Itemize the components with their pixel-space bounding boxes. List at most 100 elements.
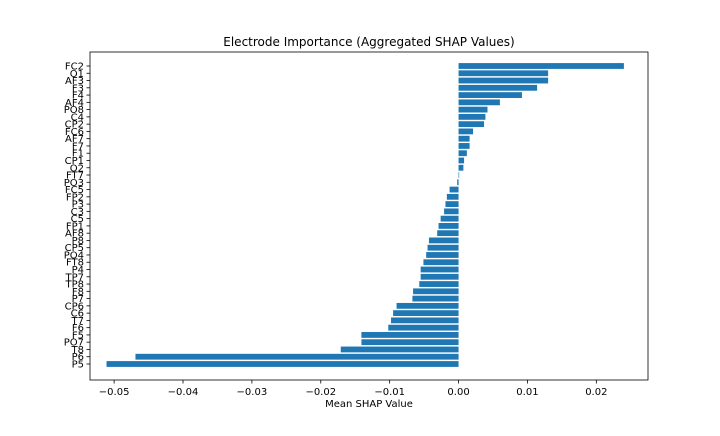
bar-t8 xyxy=(340,346,459,353)
bar-af4 xyxy=(458,99,500,106)
bar-po7 xyxy=(361,339,459,346)
y-tick-label-po3: PO3 xyxy=(64,178,84,189)
x-tick-label: −0.04 xyxy=(168,387,199,398)
plot-frame xyxy=(89,51,649,381)
y-tick-label-p5: P5 xyxy=(72,360,84,371)
bar-tp8 xyxy=(419,281,459,287)
y-tick-label-po4: PO4 xyxy=(64,250,84,261)
bar-ft8 xyxy=(423,259,459,266)
bar-fc2 xyxy=(458,63,624,69)
y-tick-label-f4: F4 xyxy=(72,91,84,102)
bar-p5 xyxy=(106,361,459,367)
y-tick-label-p6: P6 xyxy=(72,352,84,363)
bar-p4 xyxy=(420,266,459,273)
chart-title: Electrode Importance (Aggregated SHAP Va… xyxy=(223,35,514,49)
y-tick-label-cp2: CP2 xyxy=(65,120,84,131)
y-tick-label-t8: T8 xyxy=(71,345,84,356)
bar-f8 xyxy=(413,288,459,295)
y-tick-label-f5: F5 xyxy=(72,330,84,341)
bar-p3 xyxy=(445,201,459,207)
bar-tp7 xyxy=(420,273,459,280)
y-tick-label-po7: PO7 xyxy=(64,338,84,349)
y-tick-label-fp1: FP1 xyxy=(66,221,84,232)
y-tick-label-tp7: TP7 xyxy=(64,272,84,283)
y-tick-label-f3: F3 xyxy=(72,83,84,94)
y-tick-label-fc2: FC2 xyxy=(65,62,84,73)
y-tick-label-c5: C5 xyxy=(71,214,84,225)
bar-t7 xyxy=(391,317,459,324)
y-tick-label-c6: C6 xyxy=(71,309,84,320)
x-axis-title: Mean SHAP Value xyxy=(325,399,413,410)
y-tick-label-cp5: CP5 xyxy=(65,243,84,254)
y-tick-label-f1: F1 xyxy=(72,149,84,160)
bar-c5 xyxy=(440,215,459,222)
y-tick-label-p8: P8 xyxy=(72,236,84,247)
x-tick-label: −0.01 xyxy=(374,387,405,398)
bar-po8 xyxy=(458,106,488,113)
bar-p6 xyxy=(135,353,459,360)
y-tick-label-cp6: CP6 xyxy=(65,301,84,312)
bar-f5 xyxy=(361,332,459,338)
y-tick-label-af8: AF8 xyxy=(65,229,84,240)
y-tick-label-fc5: FC5 xyxy=(65,185,84,196)
y-tick-label-t7: T7 xyxy=(71,316,84,327)
bar-fp2 xyxy=(446,193,459,200)
y-tick-label-f7: F7 xyxy=(72,141,84,152)
bar-p8 xyxy=(428,237,459,244)
bar-af7 xyxy=(458,135,470,142)
bar-f1 xyxy=(458,150,467,157)
bar-o1 xyxy=(458,70,549,77)
y-tick-label-p4: P4 xyxy=(72,265,84,276)
bar-c6 xyxy=(393,310,459,317)
bar-f6 xyxy=(388,324,459,331)
y-tick-labels: FC2O1AF3F3F4AF4PO8C4CP2FC6AF7F7F1CP1O2FT… xyxy=(64,62,90,371)
bar-o2 xyxy=(458,164,464,171)
x-tick-label: −0.05 xyxy=(99,387,130,398)
bar-po3 xyxy=(457,179,459,186)
bar-cp2 xyxy=(458,121,485,128)
bar-af8 xyxy=(437,230,459,237)
x-ticks: −0.05 −0.04 −0.03 −0.02 −0.01 0.00 0.01 0.02 xyxy=(99,380,607,398)
x-tick-label: 0.00 xyxy=(447,387,469,398)
y-tick-label-fp2: FP2 xyxy=(66,192,84,203)
bars-group xyxy=(106,63,624,367)
y-tick-label-c4: C4 xyxy=(71,112,84,123)
y-tick-label-o2: O2 xyxy=(70,163,84,174)
y-tick-label-f8: F8 xyxy=(72,287,84,298)
bar-ft7 xyxy=(458,172,460,178)
y-tick-label-af7: AF7 xyxy=(65,134,84,145)
y-tick-label-ft8: FT8 xyxy=(66,258,84,269)
x-tick-label: 0.01 xyxy=(516,387,538,398)
bar-f7 xyxy=(458,143,470,149)
bar-fc5 xyxy=(449,186,459,193)
x-tick-label: −0.02 xyxy=(305,387,336,398)
y-tick-label-af4: AF4 xyxy=(65,98,84,109)
x-tick-label: −0.03 xyxy=(237,387,268,398)
bar-cp6 xyxy=(396,302,459,309)
y-tick-label-p3: P3 xyxy=(72,200,84,211)
bar-fc6 xyxy=(458,128,474,135)
bar-po4 xyxy=(426,252,459,258)
y-tick-label-ft7: FT7 xyxy=(66,171,84,182)
y-tick-label-po8: PO8 xyxy=(64,105,84,116)
bar-fp1 xyxy=(438,223,459,229)
bar-af3 xyxy=(458,77,549,84)
y-tick-label-af3: AF3 xyxy=(65,76,84,87)
y-tick-label-o1: O1 xyxy=(70,69,84,80)
y-tick-label-c3: C3 xyxy=(71,207,84,218)
bar-cp1 xyxy=(458,157,465,164)
y-tick-label-fc6: FC6 xyxy=(65,127,84,138)
y-tick-label-cp1: CP1 xyxy=(65,156,84,167)
bar-p7 xyxy=(412,295,459,302)
bar-c3 xyxy=(444,208,459,215)
bar-f3 xyxy=(458,84,538,91)
x-tick-label: 0.02 xyxy=(585,387,607,398)
bar-c4 xyxy=(458,113,486,120)
bar-f4 xyxy=(458,92,522,98)
y-tick-label-f6: F6 xyxy=(72,323,84,334)
bar-cp5 xyxy=(427,244,459,251)
y-tick-label-p7: P7 xyxy=(72,294,84,305)
y-tick-label-tp8: TP8 xyxy=(64,280,84,291)
